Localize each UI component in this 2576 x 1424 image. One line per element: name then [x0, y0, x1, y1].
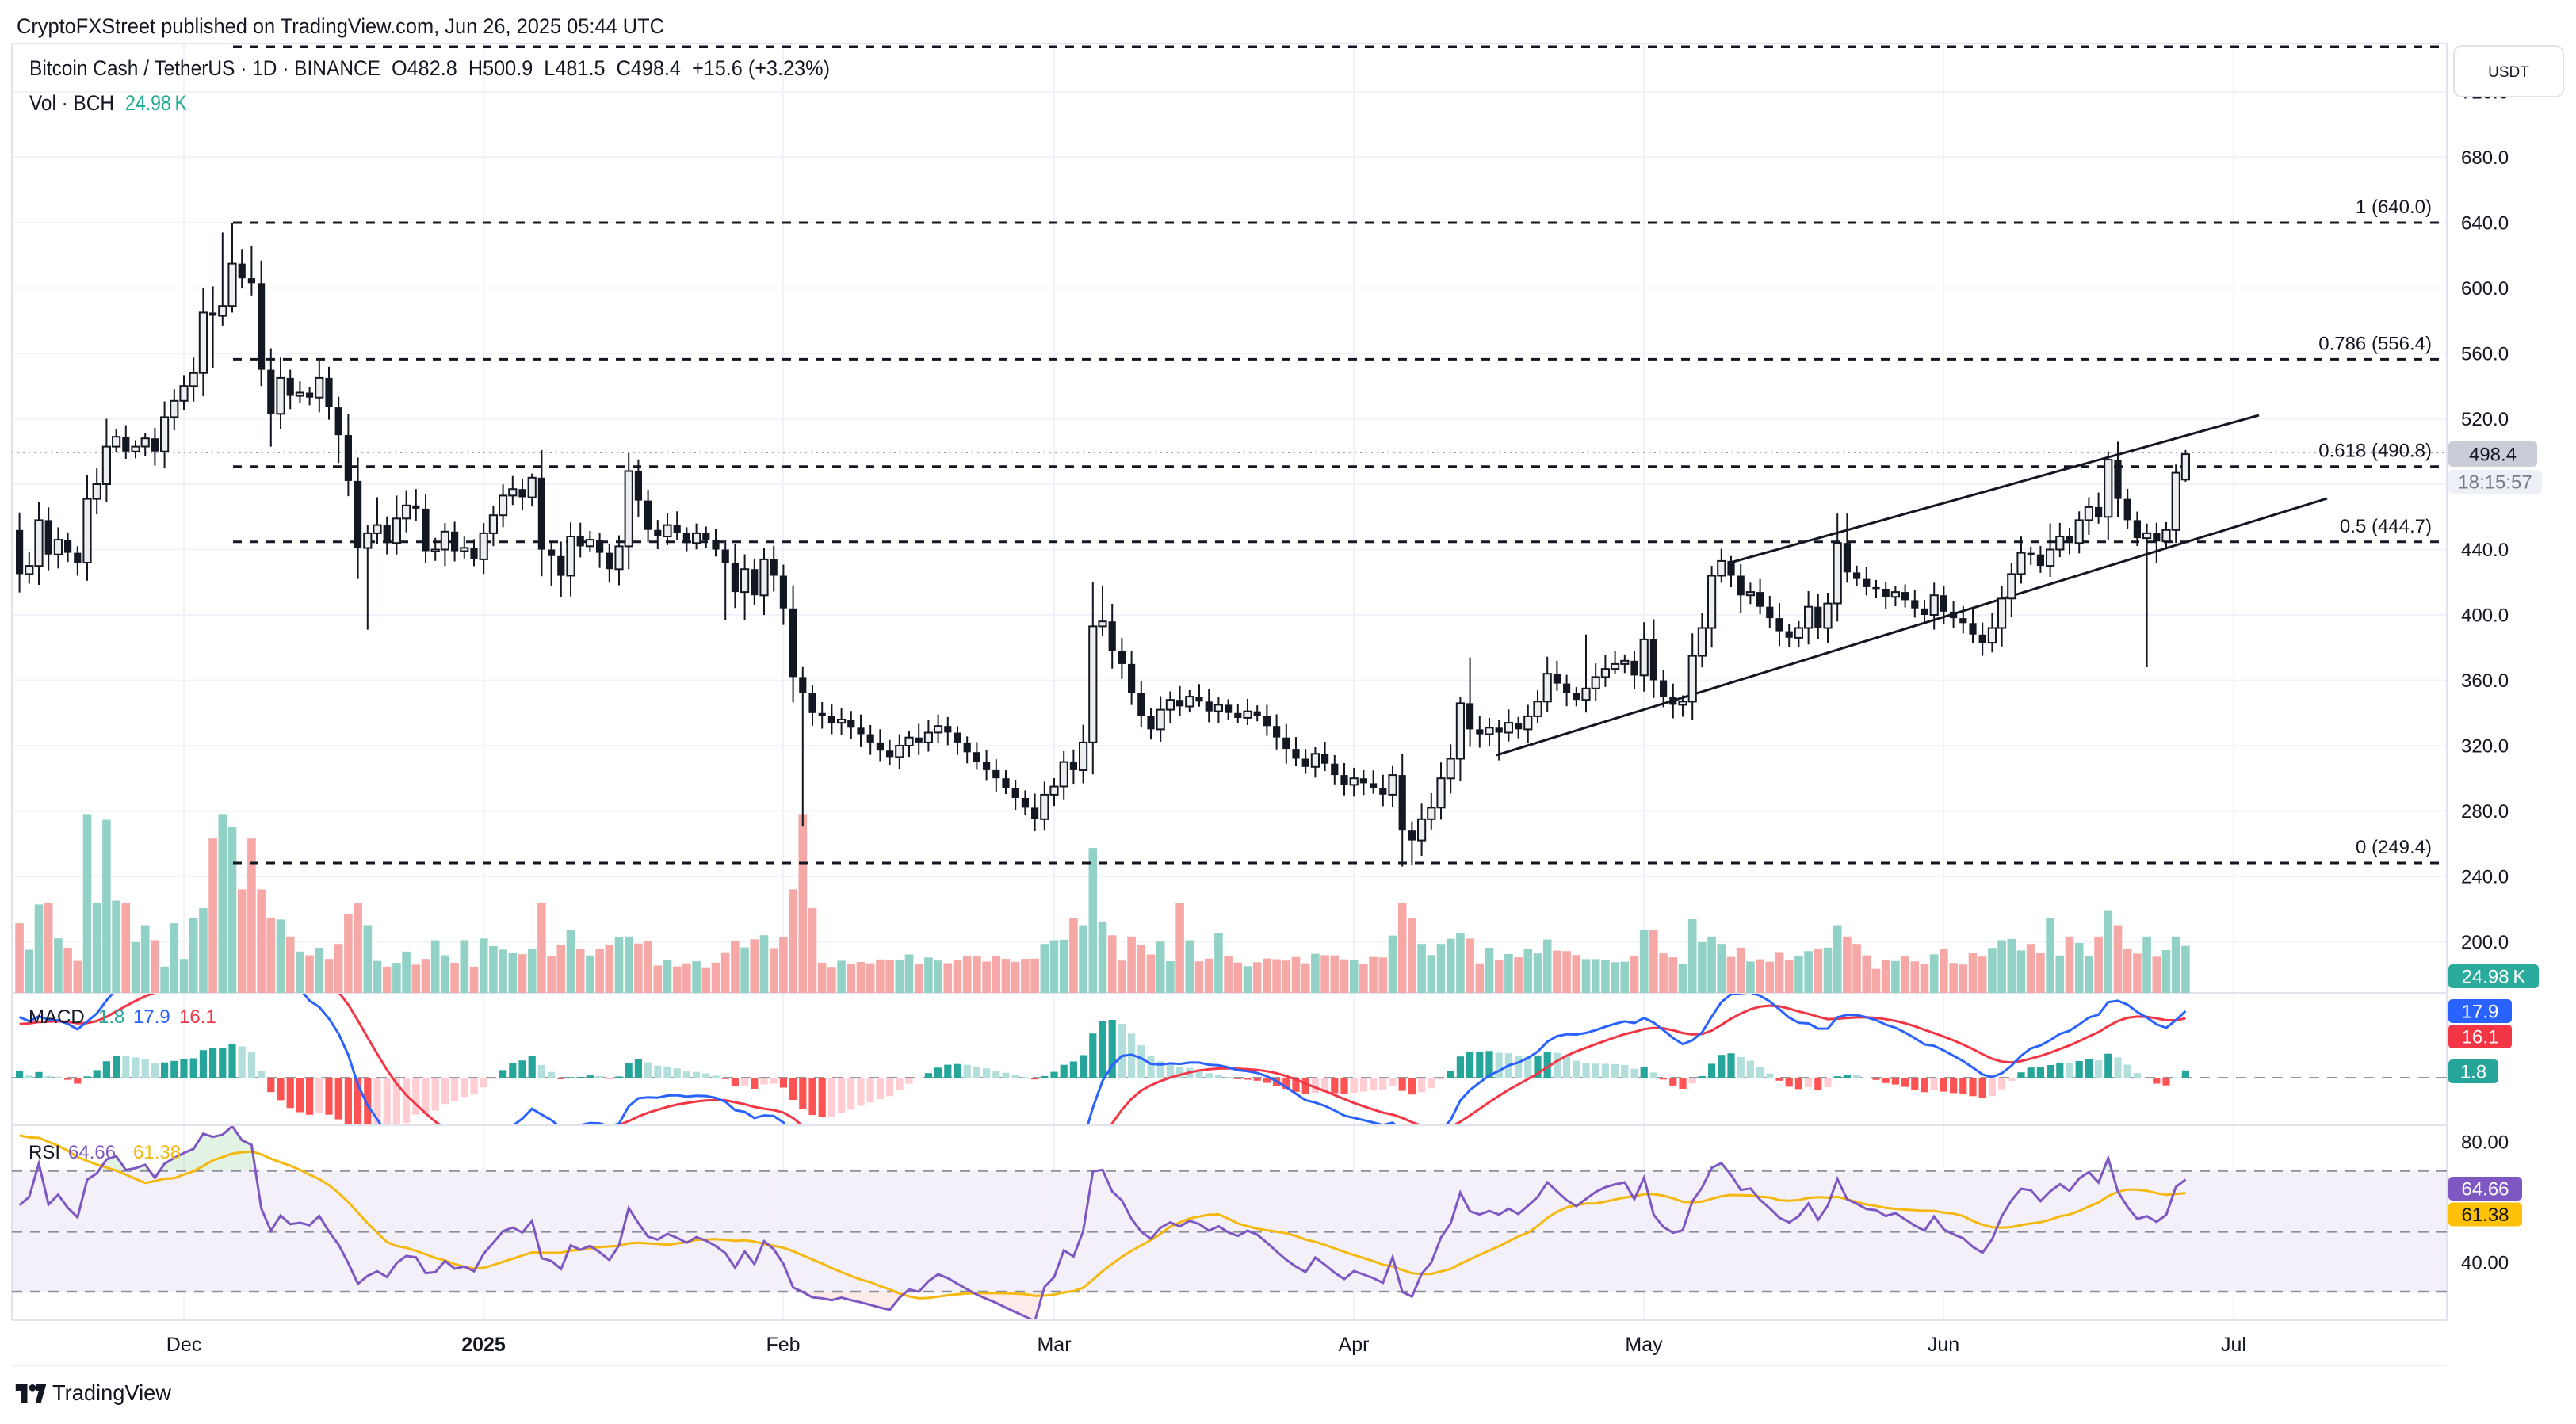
- svg-text:40.00: 40.00: [2461, 1253, 2509, 1274]
- svg-text:Apr: Apr: [1339, 1334, 1370, 1356]
- svg-text:320.0: 320.0: [2461, 736, 2509, 758]
- svg-text:400.0: 400.0: [2461, 605, 2509, 627]
- svg-text:Feb: Feb: [766, 1334, 800, 1356]
- svg-text:18:15:57: 18:15:57: [2458, 472, 2532, 494]
- svg-text:17.9: 17.9: [133, 1006, 170, 1028]
- svg-text:RSI: RSI: [29, 1142, 60, 1163]
- svg-text:600.0: 600.0: [2461, 278, 2509, 300]
- svg-text:2025: 2025: [461, 1334, 506, 1356]
- svg-text:MACD: MACD: [29, 1006, 85, 1028]
- svg-text:0.5 (444.7): 0.5 (444.7): [2340, 516, 2432, 537]
- svg-text:Jul: Jul: [2221, 1334, 2246, 1356]
- svg-text:680.0: 680.0: [2461, 147, 2509, 169]
- svg-text:USDT: USDT: [2488, 64, 2529, 81]
- svg-text:360.0: 360.0: [2461, 670, 2509, 692]
- svg-text:24.98 K: 24.98 K: [125, 91, 187, 115]
- svg-text:64.66: 64.66: [68, 1142, 116, 1163]
- svg-text:O482.8 H500.9 L481.5 C498.4: O482.8 H500.9 L481.5 C498.4 +15.6 (+3.23…: [392, 56, 830, 80]
- svg-text:64.66: 64.66: [2461, 1179, 2509, 1201]
- svg-text:CryptoFXStreet published on Tr: CryptoFXStreet published on TradingView.…: [17, 14, 664, 38]
- svg-text:80.00: 80.00: [2461, 1132, 2509, 1154]
- svg-text:520.0: 520.0: [2461, 409, 2509, 430]
- svg-text:Vol · BCH: Vol · BCH: [29, 91, 114, 115]
- svg-text:16.1: 16.1: [2462, 1027, 2499, 1048]
- svg-text:240.0: 240.0: [2461, 867, 2509, 888]
- svg-text:560.0: 560.0: [2461, 344, 2509, 365]
- svg-text:TradingView: TradingView: [52, 1380, 172, 1405]
- svg-text:1.8: 1.8: [2460, 1062, 2486, 1083]
- svg-text:1.8: 1.8: [98, 1006, 124, 1028]
- svg-text:640.0: 640.0: [2461, 213, 2509, 235]
- svg-text:17.9: 17.9: [2462, 1002, 2499, 1023]
- svg-text:1 (640.0): 1 (640.0): [2356, 197, 2432, 218]
- svg-text:16.1: 16.1: [179, 1006, 216, 1028]
- svg-text:24.98 K: 24.98 K: [2462, 967, 2526, 988]
- svg-text:0 (249.4): 0 (249.4): [2356, 837, 2432, 858]
- svg-text:200.0: 200.0: [2461, 932, 2509, 953]
- svg-text:280.0: 280.0: [2461, 801, 2509, 823]
- svg-text:498.4: 498.4: [2469, 445, 2517, 466]
- svg-text:Mar: Mar: [1037, 1334, 1071, 1356]
- svg-text:61.38: 61.38: [133, 1142, 181, 1163]
- svg-text:61.38: 61.38: [2461, 1204, 2509, 1226]
- svg-text:Dec: Dec: [166, 1334, 201, 1356]
- svg-text:May: May: [1625, 1334, 1663, 1356]
- svg-text:0.786 (556.4): 0.786 (556.4): [2318, 333, 2432, 354]
- svg-text:Jun: Jun: [1928, 1334, 1959, 1356]
- svg-text:Bitcoin Cash / TetherUS · 1D ·: Bitcoin Cash / TetherUS · 1D · BINANCE: [29, 56, 380, 80]
- svg-text:0.618 (490.8): 0.618 (490.8): [2318, 441, 2432, 462]
- svg-text:440.0: 440.0: [2461, 540, 2509, 561]
